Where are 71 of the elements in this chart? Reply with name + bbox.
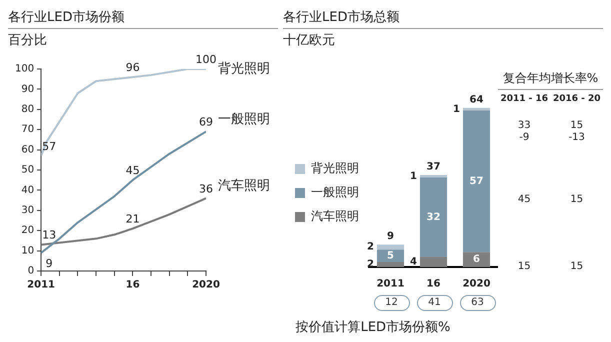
text: 41 (416, 295, 452, 311)
chart-title: 各行业LED市场总额 (283, 8, 603, 29)
bar (462, 108, 490, 110)
text: 15 (569, 120, 584, 131)
y-tick-label: 100 (14, 64, 34, 75)
data-label: 9 (46, 256, 53, 270)
data-label: 36 (199, 182, 213, 196)
data-label: 21 (126, 212, 140, 226)
y-tick-label: 0 (28, 266, 34, 277)
data-label: 57 (42, 140, 56, 153)
y-tick-label: 70 (21, 124, 34, 136)
data-label: 1 (410, 170, 417, 182)
x-tick-label: 2011 (376, 278, 404, 290)
data-label: 96 (126, 61, 140, 74)
data-label: 69 (199, 116, 213, 129)
series-label: 一般照明 (218, 112, 270, 127)
text: -13 (568, 132, 586, 143)
chart-subtitle: 百分比 (8, 32, 48, 49)
bar (376, 244, 404, 250)
text: 15 (516, 261, 532, 272)
y-tick-label: 60 (21, 144, 34, 156)
text: 复合年均增长率% (498, 70, 603, 90)
y-tick-label: 10 (21, 245, 34, 256)
bar (462, 110, 490, 252)
y-tick-label: 40 (21, 184, 34, 196)
x-tick-label: 16 (426, 278, 440, 290)
total-label: 37 (426, 162, 440, 173)
text: 15 (569, 194, 584, 205)
text: 63 (460, 295, 496, 311)
bar (376, 262, 404, 267)
x-tick-label: 2020 (192, 280, 220, 291)
text: 2011 - 16 (499, 94, 550, 104)
data-label: 32 (426, 212, 440, 223)
bar (420, 178, 448, 258)
bar (376, 250, 404, 262)
legend-label: 汽车照明 (311, 209, 359, 224)
legend-label: 一般照明 (311, 185, 359, 200)
data-label: 1 (452, 104, 460, 115)
y-tick-label: 30 (21, 204, 34, 216)
text: 45 (516, 194, 532, 205)
series-label: 汽车照明 (218, 178, 270, 194)
bar (420, 175, 448, 178)
data-label: 100 (196, 53, 216, 66)
total-label: 64 (470, 94, 484, 106)
y-tick-label: 50 (21, 164, 34, 176)
chart-title: 各行业LED市场份额 (8, 8, 278, 29)
data-label: 13 (42, 228, 56, 242)
legend-label: 背光照明 (311, 161, 359, 176)
y-tick-label: 20 (21, 225, 34, 236)
data-label: 2 (366, 242, 374, 253)
text: 12 (374, 295, 410, 311)
y-tick-label: 80 (21, 104, 34, 115)
x-axis-title: 按价值计算LED市场份额% (294, 319, 452, 336)
series-label: 背光照明 (218, 61, 270, 76)
data-label: 5 (387, 250, 394, 262)
data-label: 45 (126, 164, 140, 178)
data-label: 6 (473, 254, 480, 266)
text: -9 (518, 132, 530, 143)
text: 15 (569, 261, 584, 272)
data-label: 57 (470, 176, 484, 187)
x-tick-label: 2011 (27, 280, 56, 291)
x-tick-label: 2020 (462, 278, 490, 290)
text: 33 (516, 120, 532, 131)
chart-subtitle: 十亿欧元 (283, 32, 336, 49)
data-label: 4 (410, 256, 417, 268)
total-label: 9 (387, 231, 394, 242)
bar (420, 257, 448, 267)
bar (462, 252, 490, 267)
x-tick-label: 16 (126, 280, 140, 291)
text: 2016 - 20 (552, 94, 602, 104)
y-tick-label: 90 (21, 84, 34, 95)
